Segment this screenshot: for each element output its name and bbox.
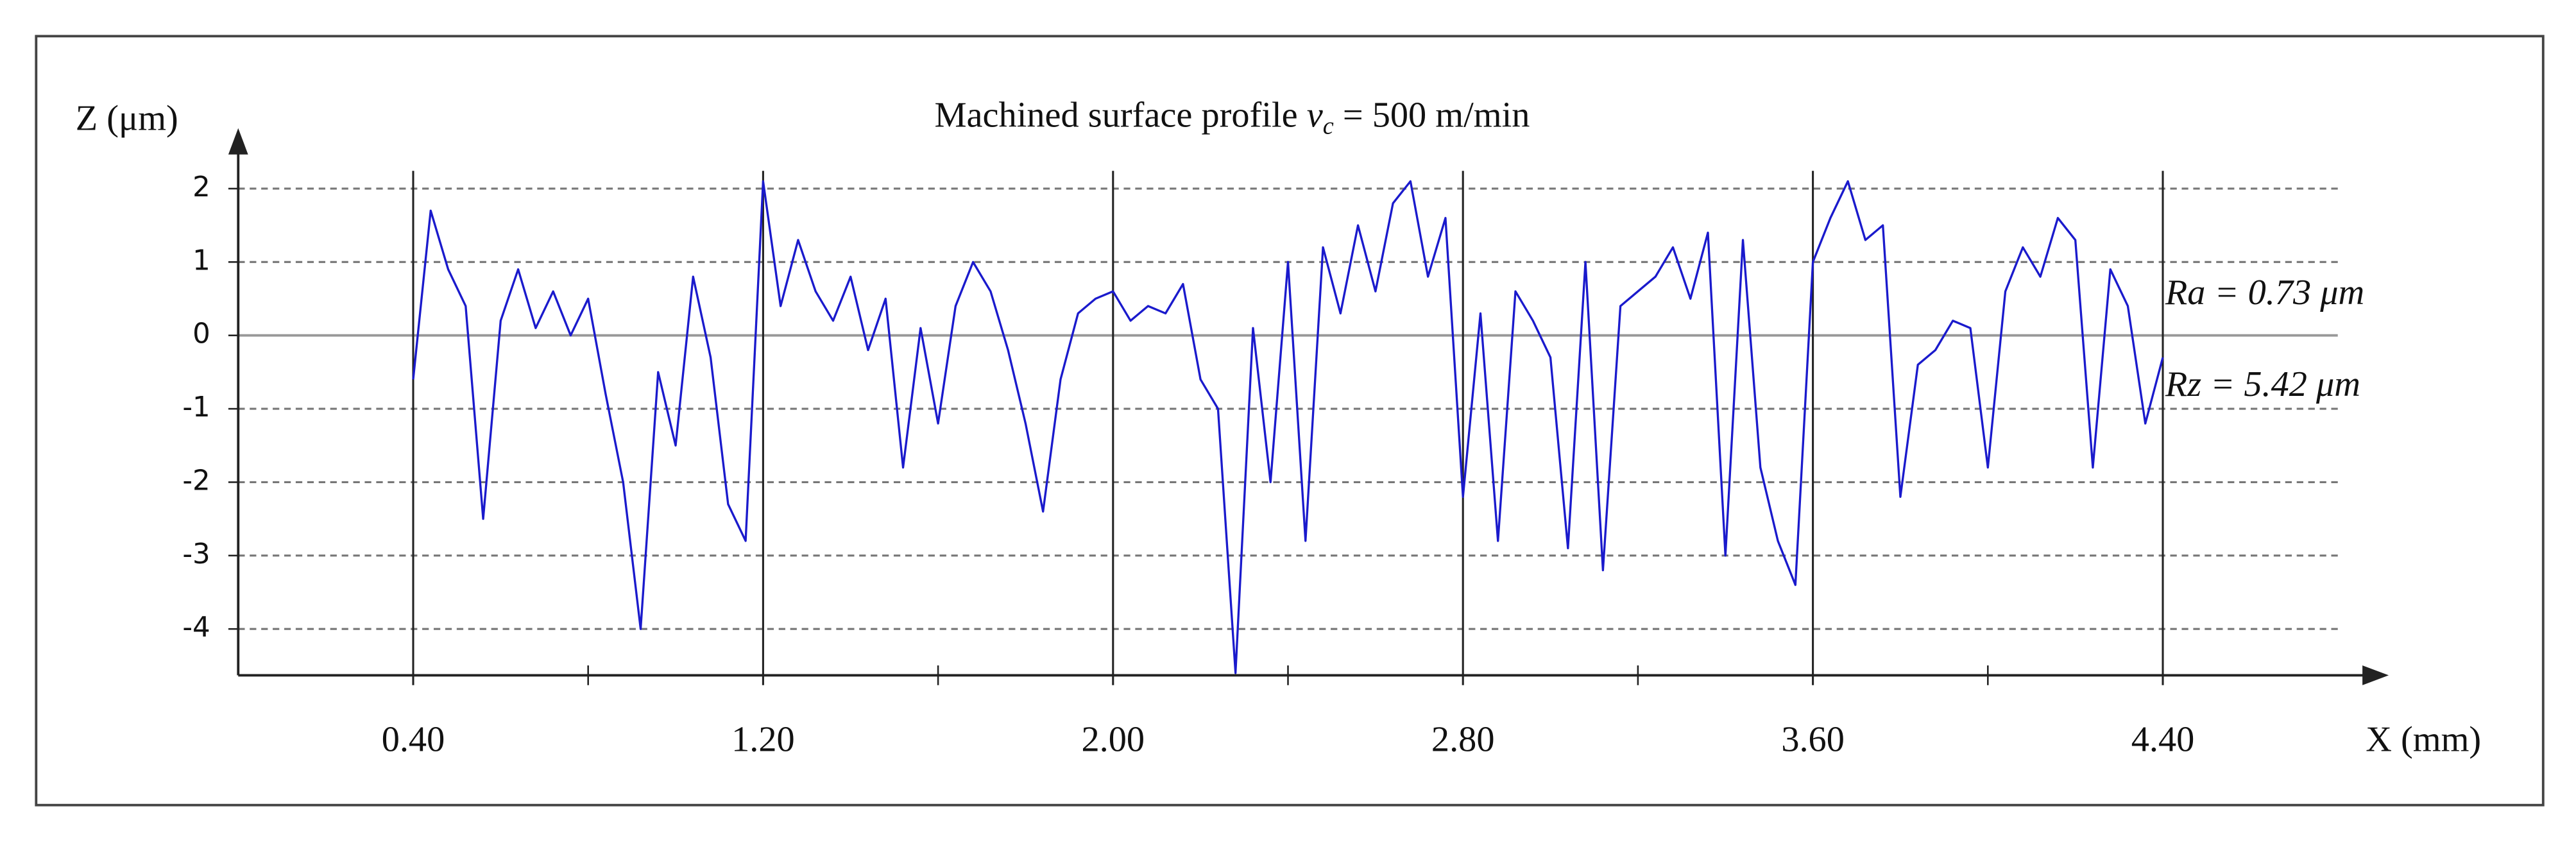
y-tick-label: 2 [192,171,210,203]
y-tick-label: 1 [192,244,210,277]
title-text: Machined surface profile [934,95,1297,135]
annotation: Rz = 5.42 μm [2165,364,2360,404]
y-tick-label: 0 [192,318,210,350]
x-tick-label: 1.20 [731,719,795,759]
x-axis-arrow [2362,665,2389,685]
y-axis-label: Z (μm) [76,98,178,138]
title-suffix: = 500 m/min [1343,95,1530,135]
title-subscript: c [1323,113,1334,140]
x-tick-label: 2.80 [1431,719,1495,759]
x-tick-label: 4.40 [2131,719,2195,759]
annotation: Ra = 0.73 μm [2165,273,2364,312]
title-variable: v [1307,95,1323,135]
x-tick-label: 0.40 [382,719,445,759]
profile-line [412,180,2164,674]
y-tick-label: -4 [182,612,210,644]
y-tick-label: -3 [182,538,210,570]
y-axis-arrow [228,128,248,155]
x-axis-label: X (mm) [2366,719,2481,759]
frame [35,35,2545,807]
chart-title: Machined surface profile vc = 500 m/min [934,95,1530,144]
x-tick-label: 2.00 [1082,719,1145,759]
y-tick-label: -1 [182,391,210,424]
x-tick-label: 3.60 [1781,719,1845,759]
y-tick-label: -2 [182,465,210,497]
